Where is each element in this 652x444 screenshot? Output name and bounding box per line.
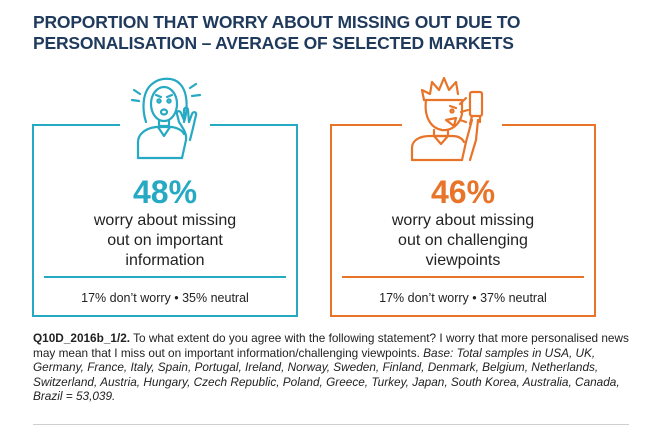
description-line: worry about missing (93, 212, 237, 229)
chart-title: PROPORTION THAT WORRY ABOUT MISSING OUT … (33, 12, 633, 54)
description-line: out on important (107, 232, 223, 249)
worried-woman-icon (120, 70, 210, 168)
description: worry about missing out on challenging v… (338, 211, 588, 271)
percent-value: 48% (132, 174, 198, 210)
question-code: Q10D_2016b_1/2. (33, 331, 131, 345)
description-line: worry about missing (391, 212, 535, 229)
description-line: information (125, 252, 205, 269)
base-text: Base: Total samples in USA, UK, Germany,… (33, 345, 620, 404)
shouting-man-icon (402, 70, 502, 168)
description-line: out on challenging (398, 232, 528, 249)
card-divider (44, 276, 286, 278)
footnote: Q10D_2016b_1/2. To what extent do you ag… (33, 331, 629, 404)
secondary-stats: 17% don’t worry • 37% neutral (379, 291, 547, 305)
question-text: To what extent do you agree with the fol… (33, 331, 629, 360)
percent-value: 46% (430, 174, 496, 210)
footnote-rule (33, 424, 629, 425)
card-divider (342, 276, 584, 278)
chart-title-line-1: PROPORTION THAT WORRY ABOUT MISSING OUT … (33, 12, 521, 32)
description: worry about missing out on important inf… (40, 211, 290, 271)
secondary-stats: 17% don’t worry • 35% neutral (81, 291, 249, 305)
description-line: viewpoints (425, 252, 501, 269)
chart-title-line-2: PERSONALISATION – AVERAGE OF SELECTED MA… (33, 33, 514, 53)
